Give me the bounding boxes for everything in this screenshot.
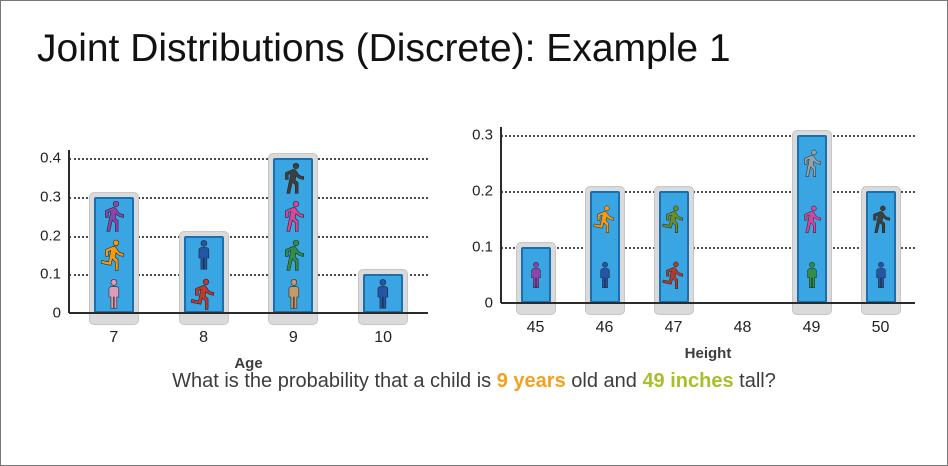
y-tick-label: 0.2 [40, 227, 61, 244]
page-title: Joint Distributions (Discrete): Example … [37, 27, 731, 70]
question-part2: old and [565, 370, 643, 392]
standing-person-icon [94, 274, 134, 313]
x-tick-label: 49 [802, 319, 821, 336]
gridline [69, 274, 428, 277]
running-person-icon [590, 191, 620, 247]
y-tick-label: 0.1 [40, 265, 61, 283]
gridline [69, 235, 428, 238]
walking-person-icon [273, 158, 313, 197]
running-person-icon [659, 191, 689, 247]
gridline [501, 135, 915, 137]
y-tick-label: 0 [484, 294, 493, 312]
height-highlight: 49 inches [642, 370, 734, 392]
x-tick-label: 47 [664, 319, 683, 336]
question-text: What is the probability that a child is … [1, 370, 947, 393]
running-person-icon [659, 247, 689, 303]
y-tick-label: 0.4 [40, 149, 61, 167]
standing-person-icon [797, 247, 827, 303]
y-tick-label: 0.3 [472, 126, 493, 144]
y-tick-label: 0.1 [472, 238, 493, 256]
standing-person-icon [866, 247, 896, 303]
age-chart: 0 0.1 0.2 0.3 0.4 7 8 9 10 Age [21, 148, 436, 393]
gridline [501, 247, 915, 249]
age-highlight: 9 years [496, 370, 566, 392]
standing-person-icon [590, 247, 620, 303]
y-tick-label: 0.2 [472, 182, 493, 200]
x-axis-line [501, 302, 915, 304]
x-tick-label: 48 [733, 319, 752, 336]
standing-person-icon [184, 236, 224, 275]
gridline [69, 158, 428, 160]
x-axis-title: Age [234, 355, 263, 372]
x-tick-label: 50 [871, 319, 890, 336]
walking-person-icon [866, 191, 896, 247]
standing-person-icon [521, 247, 551, 303]
walking-person-icon [273, 236, 313, 275]
y-tick-label: 0.3 [40, 188, 61, 206]
x-tick-label: 46 [595, 319, 614, 336]
x-tick-label: 10 [374, 329, 393, 346]
running-person-icon [184, 274, 224, 313]
y-axis-line [500, 127, 502, 303]
x-tick-label: 9 [288, 329, 298, 346]
y-tick-label: 0 [52, 304, 61, 322]
walking-person-icon [797, 135, 827, 191]
standing-person-icon [363, 274, 403, 313]
x-tick-label: 45 [526, 319, 545, 336]
y-axis-line [68, 150, 70, 313]
question-part3: tall? [733, 370, 776, 392]
walking-person-icon [797, 191, 827, 247]
walking-person-icon [273, 197, 313, 236]
gridline [69, 196, 428, 199]
height-chart: 0 0.1 0.2 0.3 45 46 47 48 49 50 Height [453, 125, 923, 380]
x-tick-label: 8 [199, 329, 209, 346]
standing-person-icon [273, 274, 313, 313]
walking-person-icon [94, 197, 134, 236]
gridline [501, 191, 915, 193]
running-person-icon [94, 236, 134, 275]
x-axis-line [69, 312, 428, 314]
question-part1: What is the probability that a child is [172, 370, 497, 392]
x-axis-title: Height [684, 345, 732, 362]
x-tick-label: 7 [109, 329, 119, 346]
bar [183, 235, 224, 313]
